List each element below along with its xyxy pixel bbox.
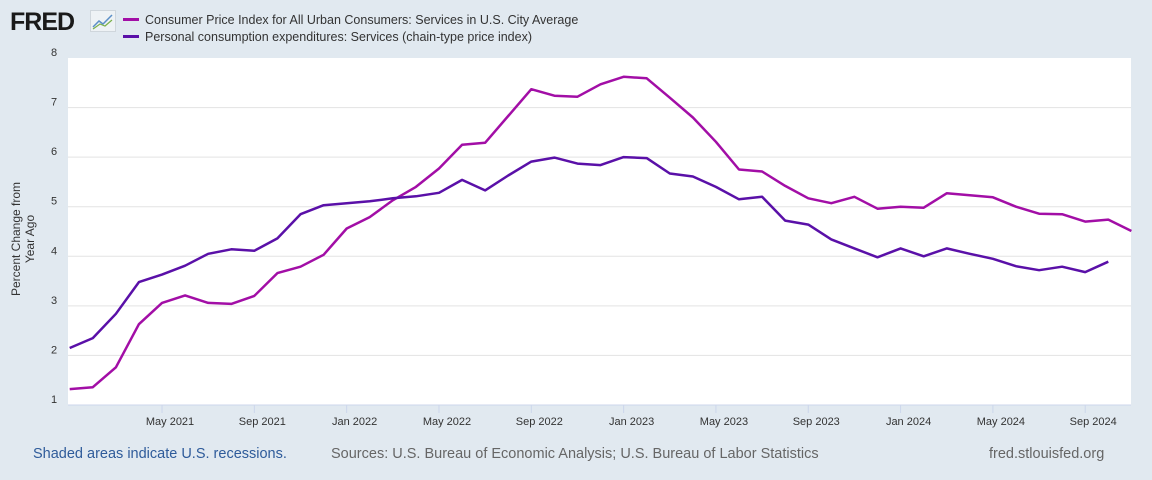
legend-label: Consumer Price Index for All Urban Consu… [145, 12, 579, 27]
legend-swatch [123, 18, 139, 21]
x-tick-label: Sep 2022 [516, 416, 563, 428]
legend-swatch [123, 35, 139, 38]
x-tick-label: Sep 2023 [793, 416, 840, 428]
y-tick-label: 2 [51, 344, 57, 356]
plot-area [68, 58, 1131, 405]
x-tick-label: Sep 2024 [1070, 416, 1117, 428]
x-tick-label: May 2022 [423, 416, 471, 428]
legend-label: Personal consumption expenditures: Servi… [145, 29, 532, 44]
fred-logo[interactable]: FRED [10, 8, 75, 36]
y-tick-label: 5 [51, 196, 57, 208]
sources-text: Sources: U.S. Bureau of Economic Analysi… [331, 446, 819, 462]
chart-legend: Consumer Price Index for All Urban Consu… [123, 11, 578, 45]
legend-item-pce[interactable]: Personal consumption expenditures: Servi… [123, 28, 578, 45]
y-tick-label: 7 [51, 97, 57, 109]
y-tick-label: 6 [51, 146, 57, 158]
recessions-link[interactable]: Shaded areas indicate U.S. recessions. [33, 446, 287, 462]
x-tick-label: Sep 2021 [239, 416, 286, 428]
y-tick-label: 1 [51, 394, 57, 406]
legend-item-cpi[interactable]: Consumer Price Index for All Urban Consu… [123, 11, 578, 28]
series-line-pce[interactable] [69, 155, 1109, 350]
series-line-cpi[interactable] [69, 75, 1132, 391]
x-tick-label: May 2024 [977, 416, 1025, 428]
x-tick-label: Jan 2024 [886, 416, 931, 428]
y-tick-label: 4 [51, 245, 57, 257]
y-tick-label: 8 [51, 47, 57, 59]
chart-line-icon [90, 10, 116, 32]
y-tick-label: 3 [51, 295, 57, 307]
x-tick-label: May 2021 [146, 416, 194, 428]
x-tick-label: Jan 2022 [332, 416, 377, 428]
x-tick-label: Jan 2023 [609, 416, 654, 428]
x-tick-label: May 2023 [700, 416, 748, 428]
fred-site-link[interactable]: fred.stlouisfed.org [989, 446, 1105, 462]
